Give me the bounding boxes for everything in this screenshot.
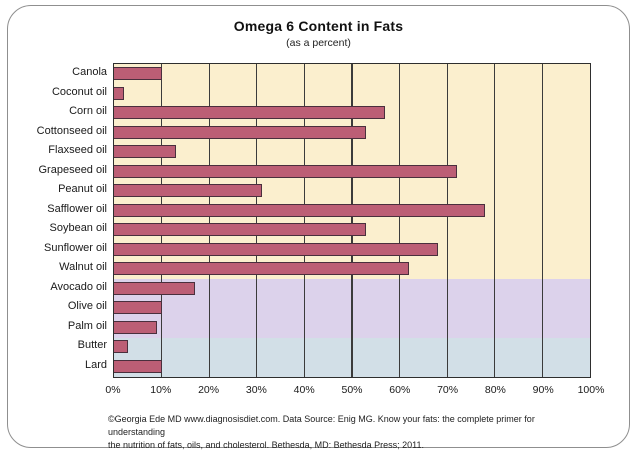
bar-soybean-oil (114, 223, 367, 237)
gridline-10pct (161, 64, 163, 377)
x-axis-tick-label-70pct: 70% (437, 384, 459, 396)
x-axis-tick-label-80pct: 80% (484, 384, 506, 396)
bar-walnut-oil (114, 262, 410, 276)
bar-coconut-oil (114, 86, 124, 100)
bar-safflower-oil (114, 203, 486, 217)
bar-butter (114, 340, 129, 354)
chart-subtitle: (as a percent) (286, 37, 351, 49)
bar-olive-oil (114, 301, 162, 315)
y-axis-label-safflower-oil: Safflower oil (47, 202, 107, 215)
source-citation-line-2: the nutrition of fats, oils, and cholest… (108, 440, 425, 450)
x-axis: 0% 10% 20% 30% 40% 50% 60% 70% 80% 90% 100% (105, 384, 604, 398)
y-axis-label-grapeseed-oil: Grapeseed oil (38, 163, 108, 176)
y-axis-label-canola: Canola (72, 66, 107, 78)
bar-flaxseed-oil (114, 145, 176, 159)
plot-area (113, 63, 591, 378)
y-axis-labels: Canola Coconut oil Corn oil Cottonseed oil F… (8, 63, 107, 378)
chart-card: Omega 6 Content in Fats (as a percent) C… (7, 5, 630, 450)
y-axis-label-corn-oil: Corn oil (69, 105, 107, 118)
y-axis-label-sunflower-oil: Sunflower oil (44, 241, 107, 254)
chart-title: Omega 6 Content in Fats (233, 18, 404, 34)
y-axis-label-cottonseed-oil: Cottonseed oil (36, 124, 107, 137)
gridline-20pct (208, 64, 210, 377)
x-axis-tick-label-60pct: 60% (389, 384, 411, 396)
bar-corn-oil (114, 106, 386, 120)
x-axis-tick-label-0pct: 0% (105, 384, 121, 396)
x-axis-tick-label-10pct: 10% (150, 384, 172, 396)
bar-peanut-oil (114, 184, 262, 198)
bar-grapeseed-oil (114, 164, 457, 178)
x-axis-tick-label-40pct: 40% (293, 384, 315, 396)
gridline-80pct (494, 64, 496, 377)
x-axis-tick-label-30pct: 30% (245, 384, 267, 396)
y-axis-label-coconut-oil: Coconut oil (51, 85, 107, 98)
y-axis-label-flaxseed-oil: Flaxseed oil (48, 144, 107, 157)
y-axis-label-butter: Butter (77, 339, 107, 352)
source-citation-line-1: ©Georgia Ede MD www.diagnosisdiet.com. D… (108, 414, 535, 437)
bar-cottonseed-oil (114, 125, 367, 139)
gridline-30pct (256, 64, 258, 377)
gridline-40pct (303, 64, 305, 377)
gridline-60pct (399, 64, 401, 377)
bar-canola (114, 67, 162, 81)
y-axis-label-palm-oil: Palm oil (67, 319, 107, 332)
gridline-70pct (446, 64, 448, 377)
source-citation: ©Georgia Ede MD www.diagnosisdiet.com. D… (108, 413, 568, 452)
bar-sunflower-oil (114, 242, 438, 256)
x-axis-tick-label-90pct: 90% (532, 384, 554, 396)
gridline-50pct (351, 64, 353, 377)
y-axis-label-soybean-oil: Soybean oil (49, 222, 108, 235)
x-axis-tick-label-50pct: 50% (341, 384, 363, 396)
bar-palm-oil (114, 320, 157, 334)
y-axis-label-avocado-oil: Avocado oil (50, 280, 107, 293)
bar-avocado-oil (114, 281, 195, 295)
bar-lard (114, 359, 162, 373)
x-axis-tick-label-20pct: 20% (198, 384, 220, 396)
x-axis-tick-label-100pct: 100% (577, 384, 605, 396)
gridline-90pct (541, 64, 543, 377)
y-axis-label-peanut-oil: Peanut oil (58, 183, 107, 196)
y-axis-label-olive-oil: Olive oil (67, 300, 107, 313)
y-axis-label-walnut-oil: Walnut oil (59, 261, 107, 274)
y-axis-label-lard: Lard (84, 358, 107, 371)
